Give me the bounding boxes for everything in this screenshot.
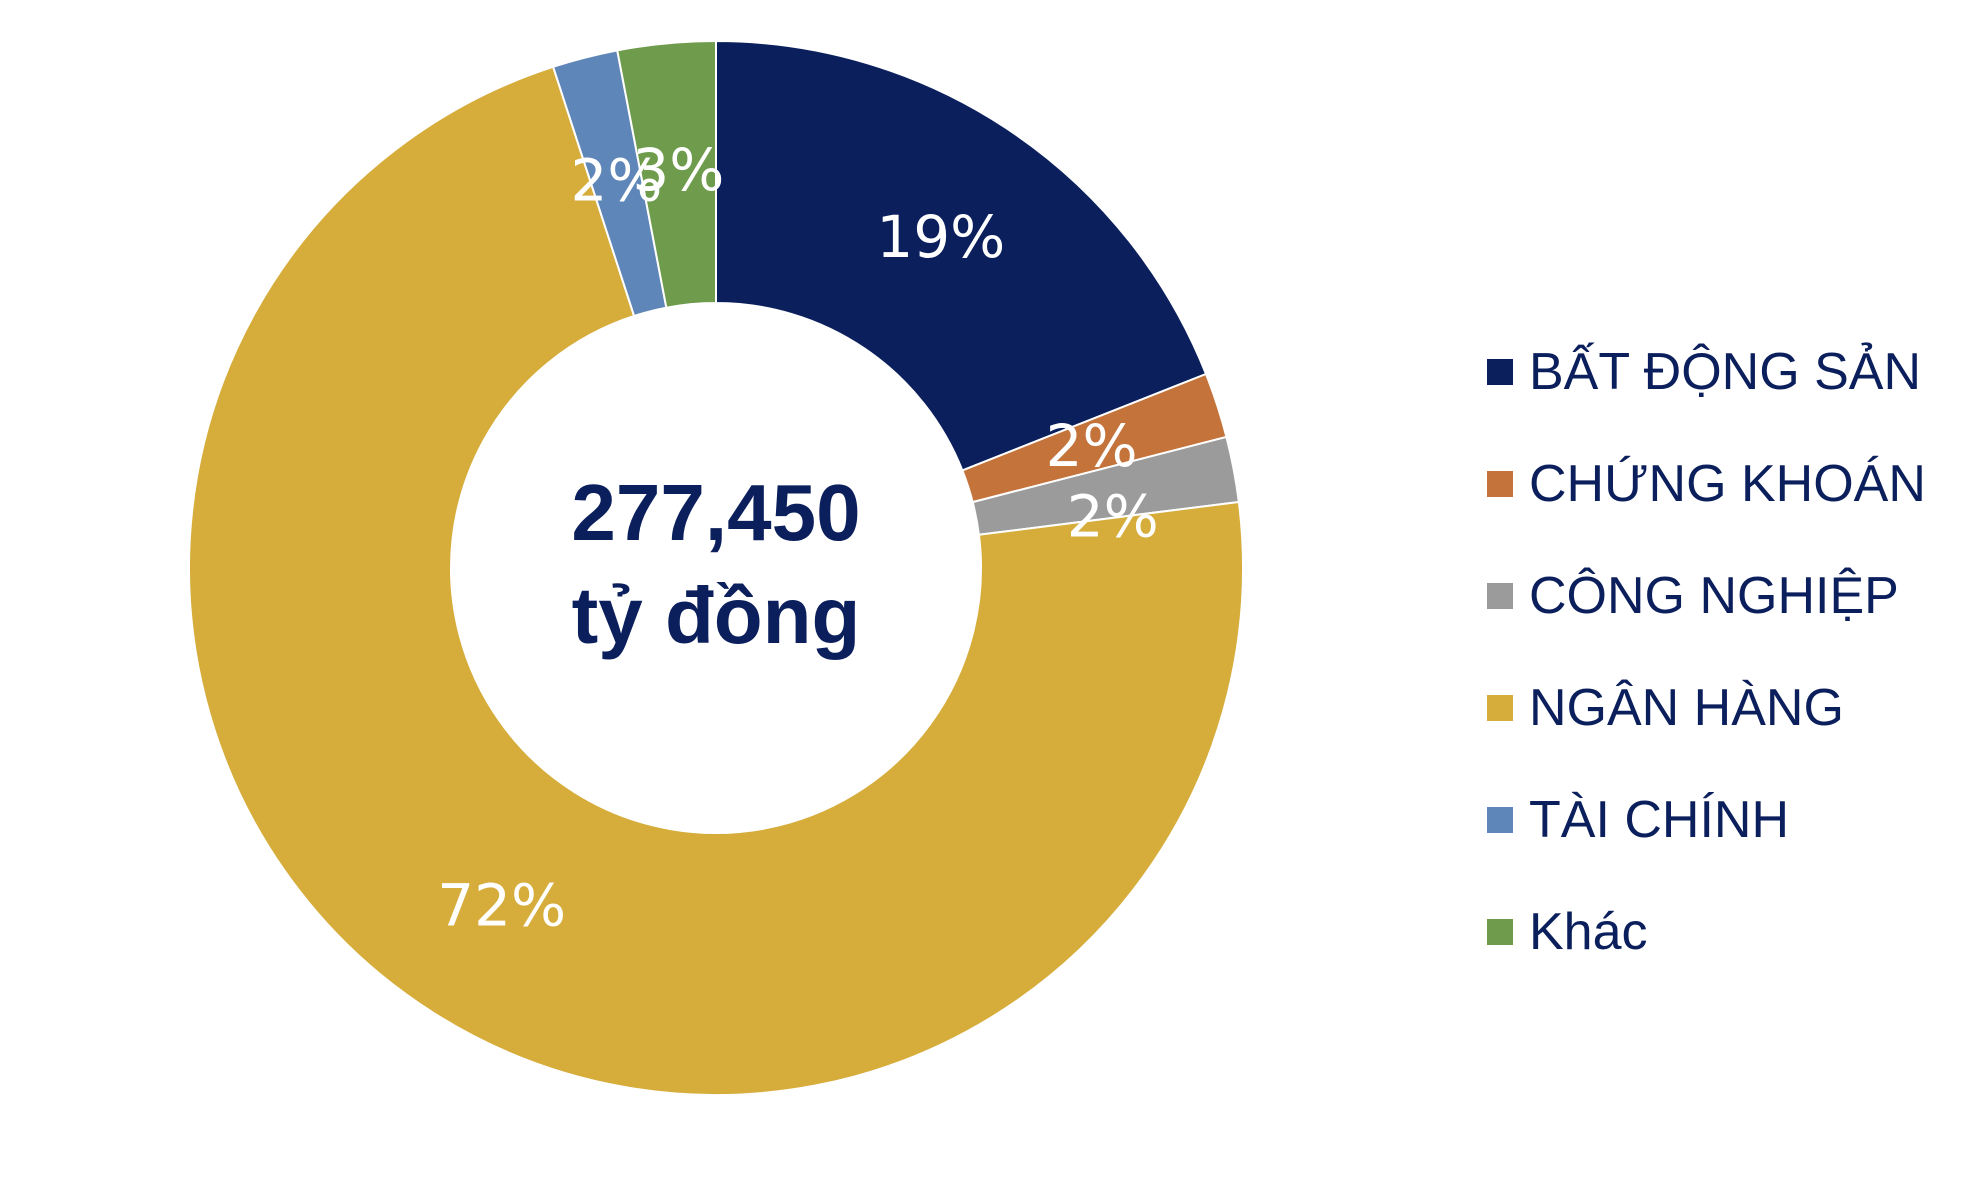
legend-label: Khác [1529, 903, 1648, 961]
slice-label-chung-khoan: 2% [1046, 412, 1138, 480]
slice-label-cong-nghiep: 2% [1067, 483, 1159, 551]
slice-label-khac: 3% [632, 136, 724, 204]
legend-label: BẤT ĐỘNG SẢN [1529, 343, 1922, 401]
legend-item-bat-dong-san: BẤT ĐỘNG SẢN [1487, 316, 1926, 428]
slice-label-ngan-hang: 72% [437, 872, 566, 940]
legend-item-tai-chinh: TÀI CHÍNH [1487, 764, 1926, 876]
legend-item-khac: Khác [1487, 876, 1926, 988]
slice-bat-dong-san [715, 39, 1208, 472]
center-total-value: 277,450 [571, 468, 860, 557]
legend-item-ngan-hang: NGÂN HÀNG [1487, 652, 1926, 764]
slice-labels: 19%2%2%72%2%3% [437, 136, 1159, 940]
legend-swatch [1487, 359, 1513, 385]
legend-item-chung-khoan: CHỨNG KHOÁN [1487, 428, 1926, 540]
legend-item-cong-nghiep: CÔNG NGHIỆP [1487, 540, 1926, 652]
legend-label: CHỨNG KHOÁN [1529, 455, 1926, 513]
legend-swatch [1487, 695, 1513, 721]
legend-label: TÀI CHÍNH [1529, 791, 1789, 849]
legend-swatch [1487, 471, 1513, 497]
legend-label: NGÂN HÀNG [1529, 679, 1844, 737]
legend-label: CÔNG NGHIỆP [1529, 567, 1899, 625]
slice-label-tai-chinh: 2% [571, 147, 663, 215]
donut-slices [188, 39, 1244, 1096]
center-total-unit: tỷ đồng [572, 571, 861, 660]
legend: BẤT ĐỘNG SẢN CHỨNG KHOÁN CÔNG NGHIỆP NGÂN H… [1487, 316, 1926, 988]
legend-swatch [1487, 919, 1513, 945]
legend-swatch [1487, 583, 1513, 609]
legend-swatch [1487, 807, 1513, 833]
slice-label-bat-dong-san: 19% [876, 203, 1005, 271]
slice-ngan-hang [188, 65, 1244, 1096]
slice-khac [616, 39, 717, 309]
